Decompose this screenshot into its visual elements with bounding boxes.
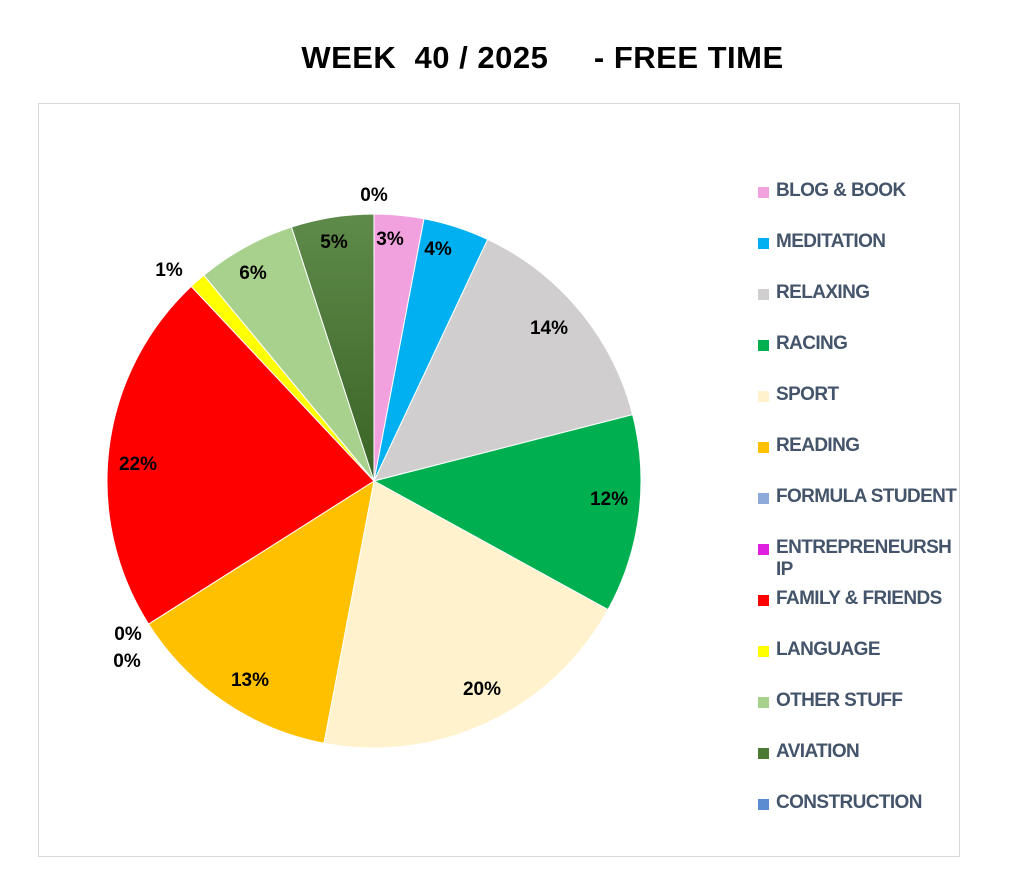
legend-label: CONSTRUCTION	[776, 792, 922, 813]
legend-swatch	[758, 646, 769, 657]
data-label-family-friends: 22%	[119, 454, 157, 475]
legend-swatch	[758, 493, 769, 504]
legend-label: RACING	[776, 333, 848, 354]
legend-label: SPORT	[776, 384, 839, 405]
legend-label: MEDITATION	[776, 231, 886, 252]
data-label-racing: 12%	[590, 489, 628, 510]
legend-swatch	[758, 238, 769, 249]
data-label-aviation: 5%	[320, 232, 348, 253]
legend-swatch	[758, 442, 769, 453]
legend-label: LANGUAGE	[776, 639, 881, 660]
legend-label: OTHER STUFF	[776, 690, 903, 711]
legend-label: BLOG & BOOK	[776, 180, 906, 201]
legend-swatch	[758, 799, 769, 810]
data-label-sport: 20%	[463, 679, 501, 700]
legend-swatch	[758, 748, 769, 759]
legend-label: RELAXING	[776, 282, 870, 303]
pie-slice-reading	[147, 479, 375, 744]
data-label-meditation: 4%	[424, 239, 452, 260]
legend-label: READING	[776, 435, 860, 456]
legend-swatch	[758, 187, 769, 198]
data-label-other-stuff: 6%	[239, 263, 267, 284]
legend-swatch	[758, 340, 769, 351]
legend-label: ENTREPRENEURSH IP	[776, 537, 952, 580]
pie-slice-aviation	[290, 213, 375, 482]
data-label-language: 1%	[155, 260, 183, 281]
legend-swatch	[758, 544, 769, 555]
chart-frame	[38, 103, 960, 857]
pie-slice-racing	[372, 413, 642, 611]
chart-title: WEEK 40 / 2025 - FREE TIME	[301, 40, 784, 75]
legend-swatch	[758, 595, 769, 606]
pie-slice-relaxing	[373, 238, 634, 482]
legend-swatch	[758, 289, 769, 300]
legend-label: AVIATION	[776, 741, 860, 762]
data-label-relaxing: 14%	[530, 318, 568, 339]
legend-label: FORMULA STUDENT	[776, 486, 957, 507]
data-label-construction: 0%	[360, 185, 388, 206]
data-label-formula-student: 0%	[113, 651, 141, 672]
legend-swatch	[758, 697, 769, 708]
pie-slice-sport	[323, 480, 609, 749]
legend-label: FAMILY & FRIENDS	[776, 588, 942, 609]
pie-slice-family-friends	[106, 285, 375, 625]
legend-swatch	[758, 391, 769, 402]
data-label-blog-book: 3%	[376, 229, 404, 250]
data-label-entrepreneursh-ip: 0%	[114, 624, 142, 645]
data-label-reading: 13%	[231, 670, 269, 691]
